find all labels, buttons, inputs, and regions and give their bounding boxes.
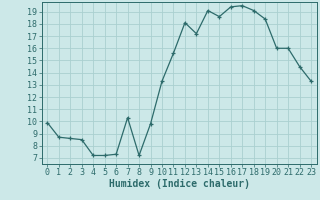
X-axis label: Humidex (Indice chaleur): Humidex (Indice chaleur)	[109, 179, 250, 189]
